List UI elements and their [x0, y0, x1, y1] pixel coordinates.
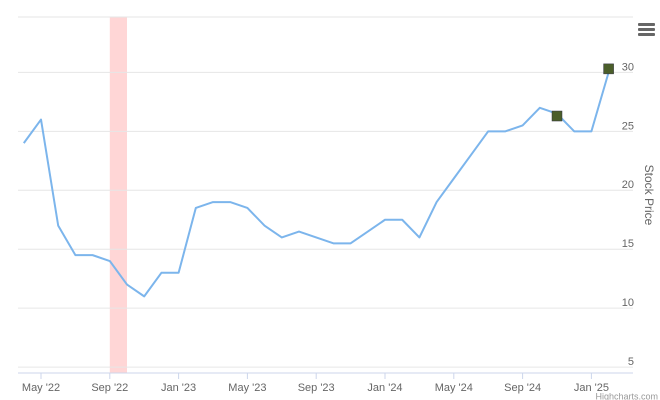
x-tick-label: May '22: [22, 382, 60, 394]
x-tick-label: Jan '23: [161, 382, 196, 394]
y-tick-label: 25: [622, 120, 634, 132]
event-marker: [551, 110, 563, 122]
y-tick-label: 30: [622, 61, 634, 73]
x-tick-label: Jan '24: [367, 382, 402, 394]
menu-bar: [638, 33, 655, 36]
menu-button[interactable]: [638, 23, 655, 36]
y-axis-title: Stock Price: [642, 165, 656, 226]
x-tick-label: Sep '22: [91, 382, 128, 394]
x-tick-label: Jan '25: [574, 382, 609, 394]
credits: Highcharts.com: [595, 391, 658, 400]
plot-area: 5 10 15 20 25 30 May '22 Sep '22 Jan '23 May '23 S…: [18, 16, 634, 394]
y-tick-label: 15: [622, 238, 634, 250]
price-line: [22, 72, 610, 298]
x-tick-label: Sep '23: [298, 382, 335, 394]
menu-bar: [638, 28, 655, 31]
y-tick-label: 5: [628, 356, 634, 368]
x-tick-label: May '23: [228, 382, 266, 394]
x-tick-label: May '24: [435, 382, 473, 394]
plot-band: [109, 17, 127, 373]
x-tick-label: Sep '24: [504, 382, 541, 394]
y-tick-label: 20: [622, 179, 634, 191]
y-tick-label: 10: [622, 297, 634, 309]
event-marker: [603, 63, 614, 75]
menu-bar: [638, 23, 655, 26]
